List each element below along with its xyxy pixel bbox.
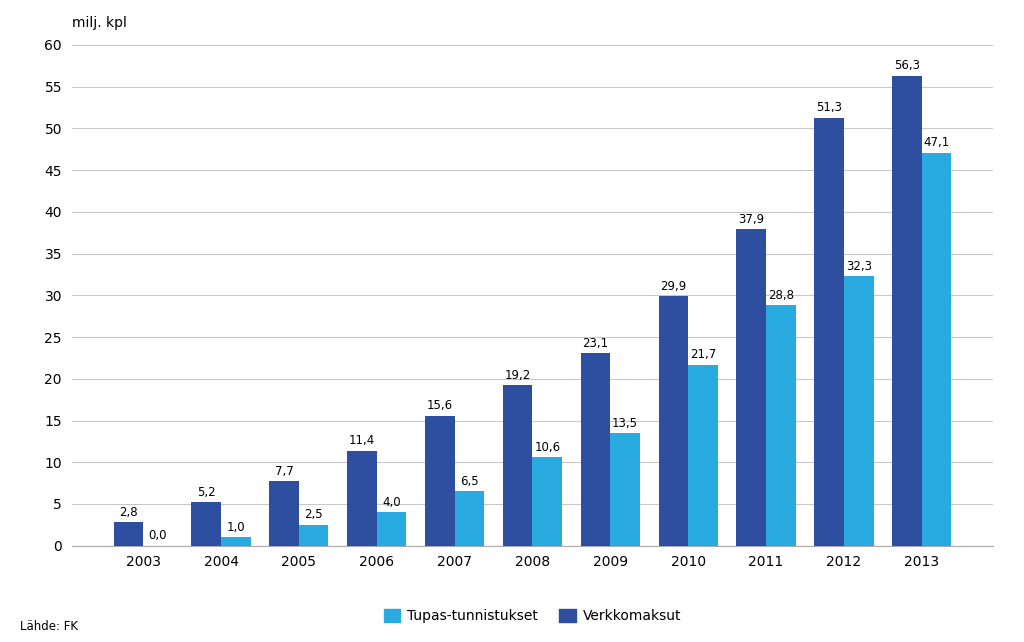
Text: 23,1: 23,1 [583,336,608,349]
Bar [299,525,329,546]
Text: 15,6: 15,6 [427,399,453,412]
Text: 2,5: 2,5 [304,508,323,521]
Text: 2,8: 2,8 [119,506,137,519]
Bar [269,482,299,546]
Bar [581,353,610,546]
Bar [377,512,407,546]
Text: 21,7: 21,7 [690,348,716,361]
Bar [658,296,688,546]
Bar [455,492,484,546]
Bar [503,385,532,546]
Text: 0,0: 0,0 [148,530,167,542]
Text: 1,0: 1,0 [226,521,245,534]
Text: 4,0: 4,0 [382,496,400,509]
Bar [844,276,873,546]
Text: 56,3: 56,3 [894,60,920,73]
Text: 51,3: 51,3 [816,101,842,114]
Text: 11,4: 11,4 [349,434,375,447]
Text: 7,7: 7,7 [274,465,294,478]
Legend: Tupas-tunnistukset, Verkkomaksut: Tupas-tunnistukset, Verkkomaksut [378,603,687,629]
Bar [736,229,766,546]
Bar [191,502,221,546]
Text: 29,9: 29,9 [660,280,686,293]
Text: 28,8: 28,8 [768,289,794,302]
Text: Lähde: FK: Lähde: FK [20,620,79,634]
Text: 37,9: 37,9 [738,213,764,226]
Bar [425,415,455,546]
Text: 6,5: 6,5 [460,475,479,488]
Text: 32,3: 32,3 [846,260,871,273]
Bar [347,451,377,546]
Bar [922,153,951,546]
Bar [766,306,796,546]
Bar [688,365,718,546]
Bar [114,523,143,546]
Bar [814,117,844,546]
Bar [610,433,640,546]
Text: 10,6: 10,6 [535,441,560,454]
Text: 5,2: 5,2 [197,486,215,499]
Text: 19,2: 19,2 [505,369,530,382]
Text: 13,5: 13,5 [612,417,638,429]
Bar [532,457,562,546]
Bar [221,537,251,546]
Bar [892,76,922,546]
Text: milj. kpl: milj. kpl [72,16,127,30]
Text: 47,1: 47,1 [924,136,949,150]
